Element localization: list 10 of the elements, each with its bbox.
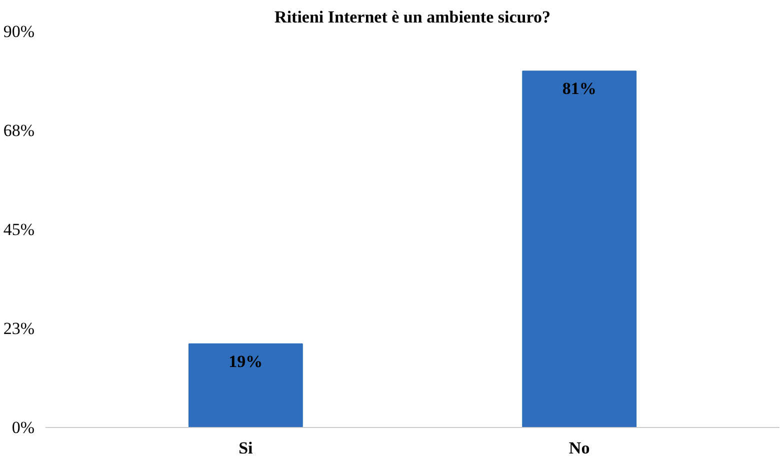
x-tick-label: Si — [238, 438, 254, 458]
data-label: 81% — [562, 79, 596, 98]
y-tick-label: 68% — [3, 121, 35, 140]
y-tick-label: 23% — [3, 319, 35, 338]
data-label: 19% — [228, 352, 263, 371]
y-tick-label: 0% — [12, 418, 35, 437]
y-tick-label: 45% — [3, 220, 35, 239]
x-tick-label: No — [568, 438, 590, 458]
y-tick-label: 90% — [3, 22, 35, 41]
chart-title: Ritieni Internet è un ambiente sicuro? — [274, 8, 550, 26]
